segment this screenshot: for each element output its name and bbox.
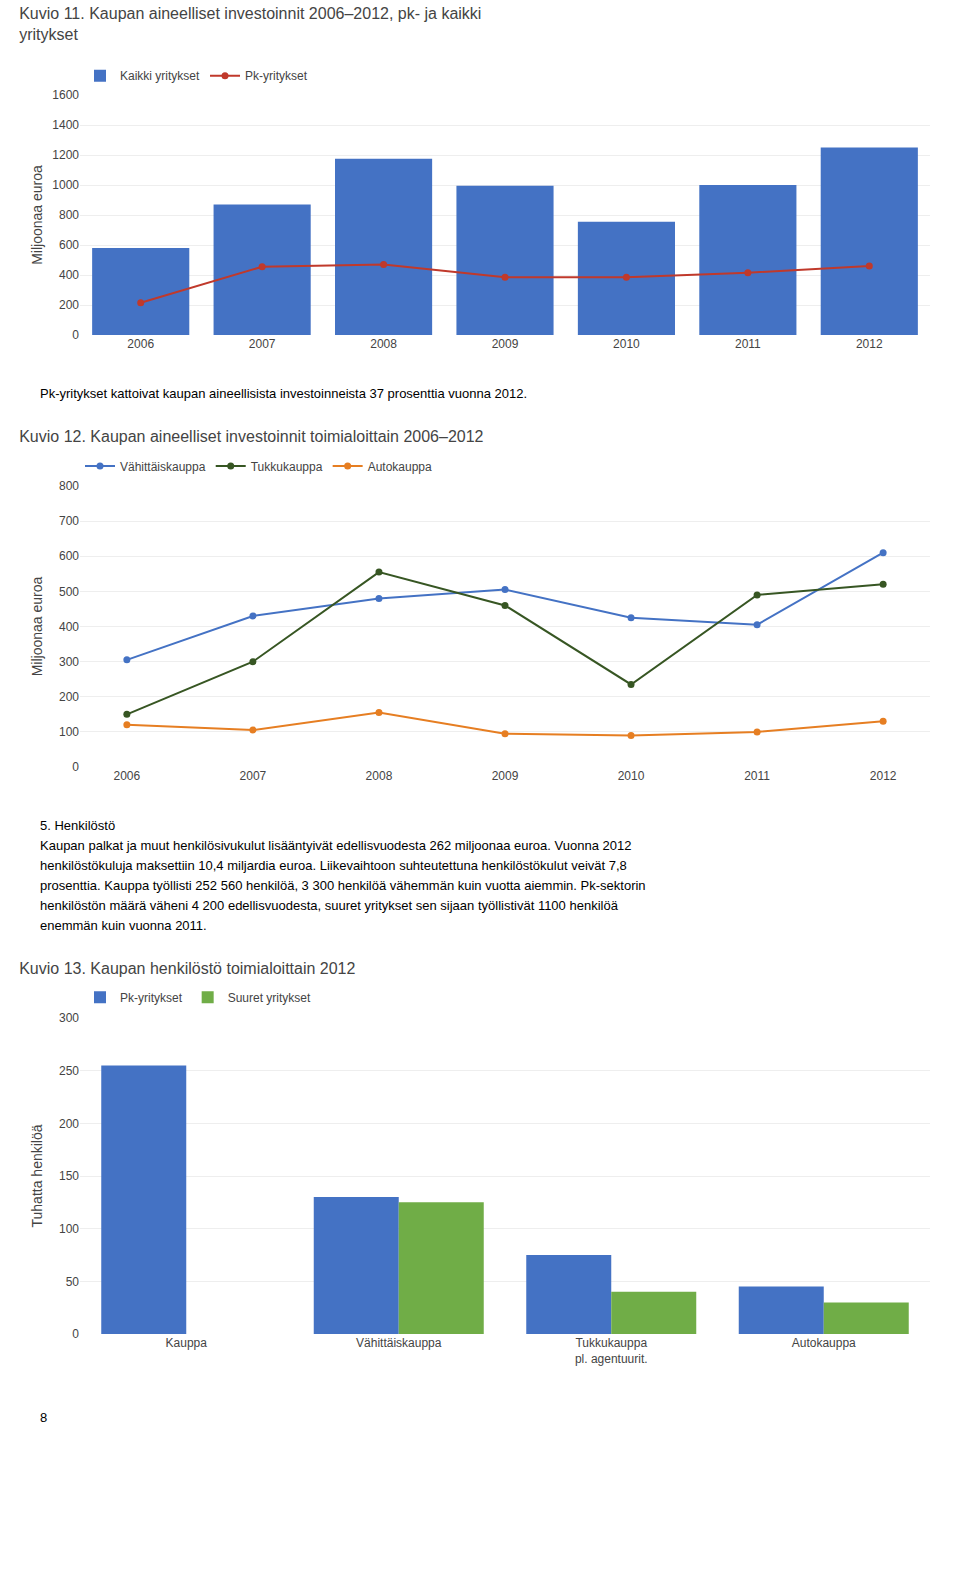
svg-text:Autokauppa: Autokauppa	[368, 460, 432, 474]
svg-text:300: 300	[59, 1011, 79, 1025]
svg-text:50: 50	[66, 1275, 80, 1289]
html-text:henkilöstökuluja maksettiin 10: henkilöstökuluja maksettiin 10,4 miljard…	[40, 858, 627, 873]
svg-text:200: 200	[59, 690, 79, 704]
svg-text:Pk-yritykset: Pk-yritykset	[120, 991, 183, 1005]
html-text:prosenttia. Kauppa työllisti 2: prosenttia. Kauppa työllisti 252 560 hen…	[40, 878, 646, 893]
html-text:8: 8	[40, 1410, 48, 1425]
svg-text:2010: 2010	[618, 769, 645, 783]
svg-text:1400: 1400	[52, 118, 79, 132]
svg-text:600: 600	[59, 238, 79, 252]
svg-text:100: 100	[59, 1222, 79, 1236]
svg-text:2007: 2007	[240, 769, 267, 783]
svg-text:2006: 2006	[114, 769, 141, 783]
svg-text:1200: 1200	[52, 148, 79, 162]
svg-text:Kuvio 11. Kaupan aineelliset i: Kuvio 11. Kaupan aineelliset investoinni…	[19, 5, 481, 43]
svg-text:250: 250	[59, 1064, 79, 1078]
svg-text:Miljoonaa euroa: Miljoonaa euroa	[29, 576, 45, 676]
svg-text:400: 400	[59, 620, 79, 634]
html-text:Kaupan palkat ja muut henkilös: Kaupan palkat ja muut henkilösivukulut l…	[40, 838, 632, 853]
svg-text:200: 200	[59, 298, 79, 312]
svg-text:2011: 2011	[744, 769, 770, 783]
svg-text:Kuvio 12. Kaupan aineelliset i: Kuvio 12. Kaupan aineelliset investoinni…	[19, 428, 483, 445]
svg-text:Tukkukauppa: Tukkukauppa	[251, 460, 323, 474]
svg-text:800: 800	[59, 479, 79, 493]
svg-text:Autokauppa: Autokauppa	[792, 1336, 856, 1350]
svg-text:0: 0	[72, 760, 79, 774]
html-text:5. Henkilöstö: 5. Henkilöstö	[40, 818, 116, 833]
svg-text:Tukkukauppapl. agentuurit.: Tukkukauppapl. agentuurit.	[575, 1336, 648, 1366]
svg-text:2007: 2007	[249, 337, 276, 351]
html-text:henkilöstön määrä väheni 4 200: henkilöstön määrä väheni 4 200 edellisvu…	[40, 898, 618, 913]
svg-text:1600: 1600	[52, 88, 79, 102]
svg-text:200: 200	[59, 1117, 79, 1131]
svg-text:Vähittäiskauppa: Vähittäiskauppa	[120, 460, 206, 474]
svg-text:2009: 2009	[492, 337, 519, 351]
svg-text:0: 0	[72, 328, 79, 342]
html-text:enemmän kuin vuonna 2011.: enemmän kuin vuonna 2011.	[40, 918, 207, 933]
svg-text:Pk-yritykset: Pk-yritykset	[245, 69, 308, 83]
svg-text:Kuvio 13. Kaupan henkilöstö to: Kuvio 13. Kaupan henkilöstö toimialoitta…	[19, 960, 355, 977]
svg-text:2008: 2008	[370, 337, 397, 351]
svg-text:Vähittäiskauppa: Vähittäiskauppa	[356, 1336, 442, 1350]
svg-text:150: 150	[59, 1169, 79, 1183]
svg-text:Kauppa: Kauppa	[166, 1336, 208, 1350]
svg-text:2006: 2006	[127, 337, 154, 351]
svg-text:2009: 2009	[492, 769, 519, 783]
svg-text:2012: 2012	[870, 769, 897, 783]
svg-text:Miljoonaa euroa: Miljoonaa euroa	[29, 165, 45, 265]
svg-text:800: 800	[59, 208, 79, 222]
svg-text:Suuret yritykset: Suuret yritykset	[228, 991, 311, 1005]
html-text:Pk-yritykset kattoivat kaupan: Pk-yritykset kattoivat kaupan aineellisi…	[40, 386, 528, 401]
svg-text:600: 600	[59, 549, 79, 563]
svg-text:500: 500	[59, 585, 79, 599]
svg-text:Tuhatta henkilöä: Tuhatta henkilöä	[29, 1124, 45, 1227]
svg-text:2011: 2011	[735, 337, 761, 351]
svg-text:1000: 1000	[52, 178, 79, 192]
svg-text:300: 300	[59, 655, 79, 669]
svg-text:400: 400	[59, 268, 79, 282]
svg-text:700: 700	[59, 514, 79, 528]
svg-text:Kaikki yritykset: Kaikki yritykset	[120, 69, 200, 83]
svg-text:100: 100	[59, 725, 79, 739]
svg-text:0: 0	[72, 1327, 79, 1341]
svg-text:2008: 2008	[366, 769, 393, 783]
svg-text:2012: 2012	[856, 337, 883, 351]
svg-text:2010: 2010	[613, 337, 640, 351]
